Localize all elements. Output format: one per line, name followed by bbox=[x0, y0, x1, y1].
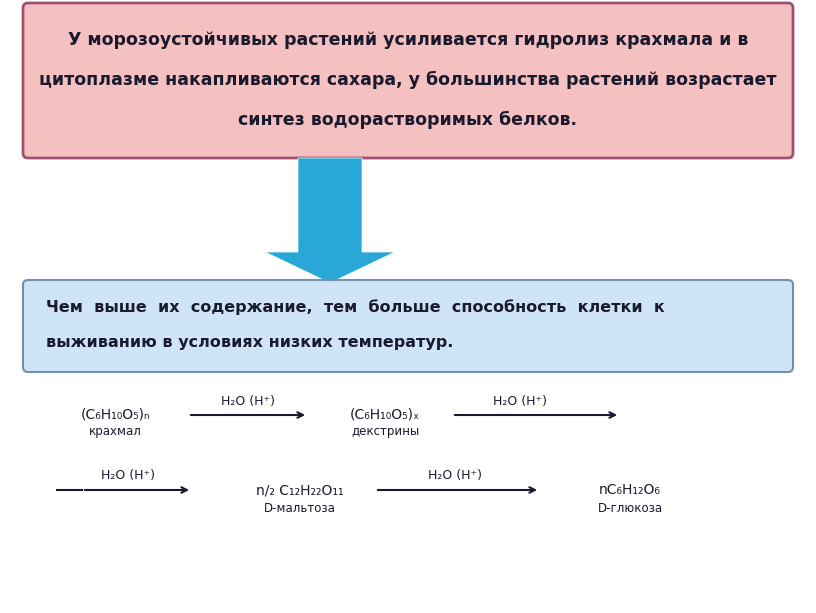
Text: (C₆H₁₀O₅)ₙ: (C₆H₁₀O₅)ₙ bbox=[80, 408, 150, 422]
Text: (C₆H₁₀O₅)ₓ: (C₆H₁₀O₅)ₓ bbox=[350, 408, 420, 422]
Text: выживанию в условиях низких температур.: выживанию в условиях низких температур. bbox=[46, 335, 454, 351]
Text: У морозоустойчивых растений усиливается гидролиз крахмала и в: У морозоустойчивых растений усиливается … bbox=[68, 31, 748, 49]
Text: декстрины: декстрины bbox=[351, 425, 419, 438]
Text: H₂O (H⁺): H₂O (H⁺) bbox=[221, 395, 275, 408]
Text: цитоплазме накапливаются сахара, у большинства растений возрастает: цитоплазме накапливаются сахара, у больш… bbox=[39, 71, 777, 89]
FancyBboxPatch shape bbox=[23, 280, 793, 372]
FancyBboxPatch shape bbox=[23, 3, 793, 158]
Polygon shape bbox=[265, 158, 395, 283]
Text: D-глюкоза: D-глюкоза bbox=[597, 501, 663, 514]
Text: синтез водорастворимых белков.: синтез водорастворимых белков. bbox=[238, 111, 578, 129]
Text: D-мальтоза: D-мальтоза bbox=[264, 501, 336, 514]
Text: n/₂ C₁₂H₂₂O₁₁: n/₂ C₁₂H₂₂O₁₁ bbox=[256, 483, 344, 497]
Text: nC₆H₁₂O₆: nC₆H₁₂O₆ bbox=[599, 483, 661, 497]
Text: крахмал: крахмал bbox=[89, 425, 141, 438]
Text: H₂O (H⁺): H₂O (H⁺) bbox=[493, 395, 547, 408]
Text: Чем  выше  их  содержание,  тем  больше  способность  клетки  к: Чем выше их содержание, тем больше спосо… bbox=[46, 299, 665, 315]
Text: H₂O (H⁺): H₂O (H⁺) bbox=[101, 470, 155, 482]
Text: H₂O (H⁺): H₂O (H⁺) bbox=[428, 470, 482, 482]
